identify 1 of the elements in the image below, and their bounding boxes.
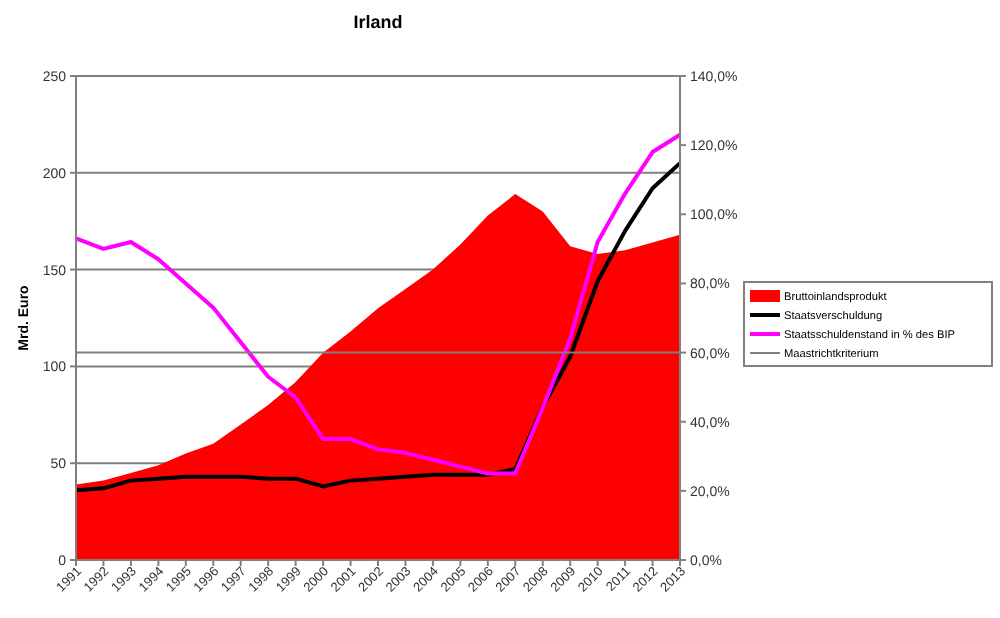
chart-title: Irland — [353, 12, 403, 32]
